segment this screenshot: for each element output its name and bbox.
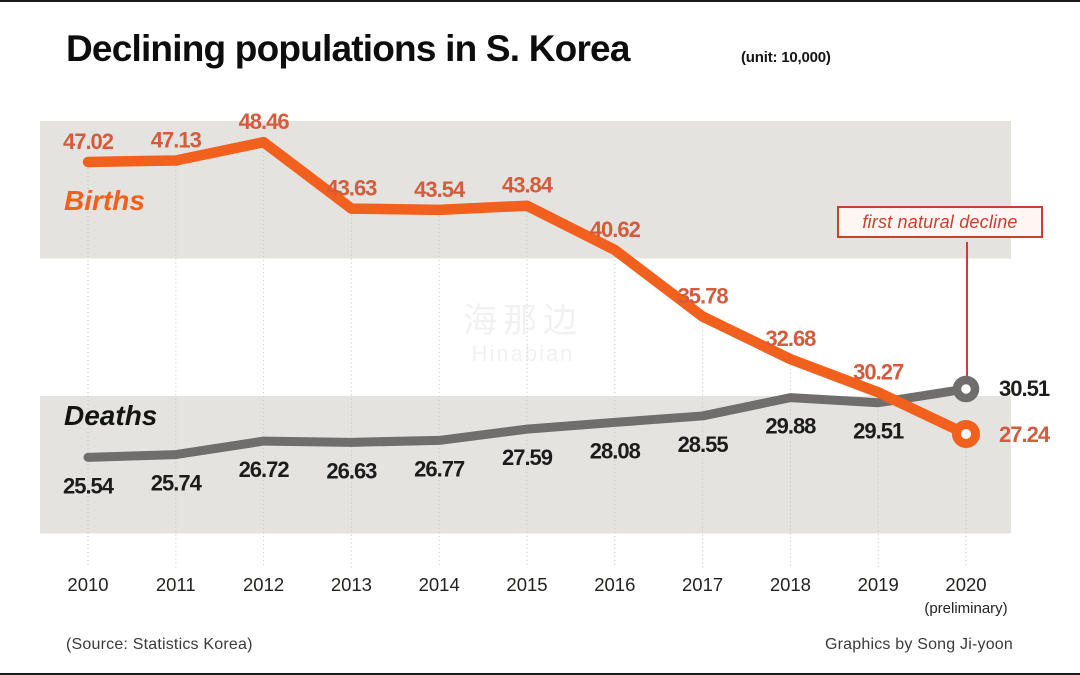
data-label-births-2014: 43.54 xyxy=(414,177,466,202)
x-tick-2011: 2011 xyxy=(156,574,196,595)
data-label-deaths-2012: 26.72 xyxy=(239,457,290,482)
deaths-line xyxy=(83,384,971,462)
unit-label: (unit: 10,000) xyxy=(741,49,831,66)
deaths-endpoint-marker xyxy=(952,375,980,403)
data-label-deaths-2011: 25.74 xyxy=(151,471,203,496)
x-tick-preliminary-note: (preliminary) xyxy=(924,600,1007,617)
data-label-deaths-2014: 26.77 xyxy=(414,456,465,481)
data-label-births-2017: 35.78 xyxy=(678,284,729,309)
x-tick-2018: 2018 xyxy=(770,574,811,595)
x-tick-2015: 2015 xyxy=(506,574,547,595)
source-note: (Source: Statistics Korea) xyxy=(66,636,253,653)
x-tick-2010: 2010 xyxy=(67,574,108,595)
data-label-births-2011: 47.13 xyxy=(151,127,202,152)
x-tick-2012: 2012 xyxy=(243,574,284,595)
x-tick-2013: 2013 xyxy=(331,574,372,595)
credit-note: Graphics by Song Ji-yoon xyxy=(824,636,1013,653)
data-label-deaths-2015: 27.59 xyxy=(502,445,553,470)
chart-title: Declining populations in S. Korea xyxy=(66,28,630,69)
data-label-births-2013: 43.63 xyxy=(326,176,377,201)
data-label-deaths-2020: 30.51 xyxy=(999,376,1050,401)
background-band-1 xyxy=(40,396,1011,534)
births-line xyxy=(82,136,972,440)
data-label-births-2010: 47.02 xyxy=(63,129,114,154)
data-label-births-2015: 43.84 xyxy=(502,173,554,198)
x-tick-2019: 2019 xyxy=(858,574,899,595)
data-label-deaths-2010: 25.54 xyxy=(63,473,115,498)
data-label-deaths-2018: 29.88 xyxy=(765,414,816,439)
data-label-births-2016: 40.62 xyxy=(590,217,641,242)
data-label-deaths-2019: 29.51 xyxy=(853,419,904,444)
annotation-first-natural-decline: first natural decline xyxy=(837,206,1043,238)
data-label-deaths-2013: 26.63 xyxy=(326,458,377,483)
births-endpoint-marker xyxy=(952,419,980,448)
x-tick-2014: 2014 xyxy=(419,574,460,595)
data-label-deaths-2016: 28.08 xyxy=(590,438,641,463)
x-tick-2020: 2020 xyxy=(945,574,986,595)
x-tick-2016: 2016 xyxy=(594,574,635,595)
data-label-deaths-2017: 28.55 xyxy=(678,432,729,457)
data-label-births-2019: 30.27 xyxy=(853,359,904,384)
data-label-births-2018: 32.68 xyxy=(765,326,816,351)
x-tick-2017: 2017 xyxy=(682,574,723,595)
series-label-births: Births xyxy=(64,185,145,216)
data-label-births-2020: 27.24 xyxy=(999,422,1051,447)
series-label-deaths: Deaths xyxy=(64,400,158,431)
data-label-births-2012: 48.46 xyxy=(239,109,290,134)
